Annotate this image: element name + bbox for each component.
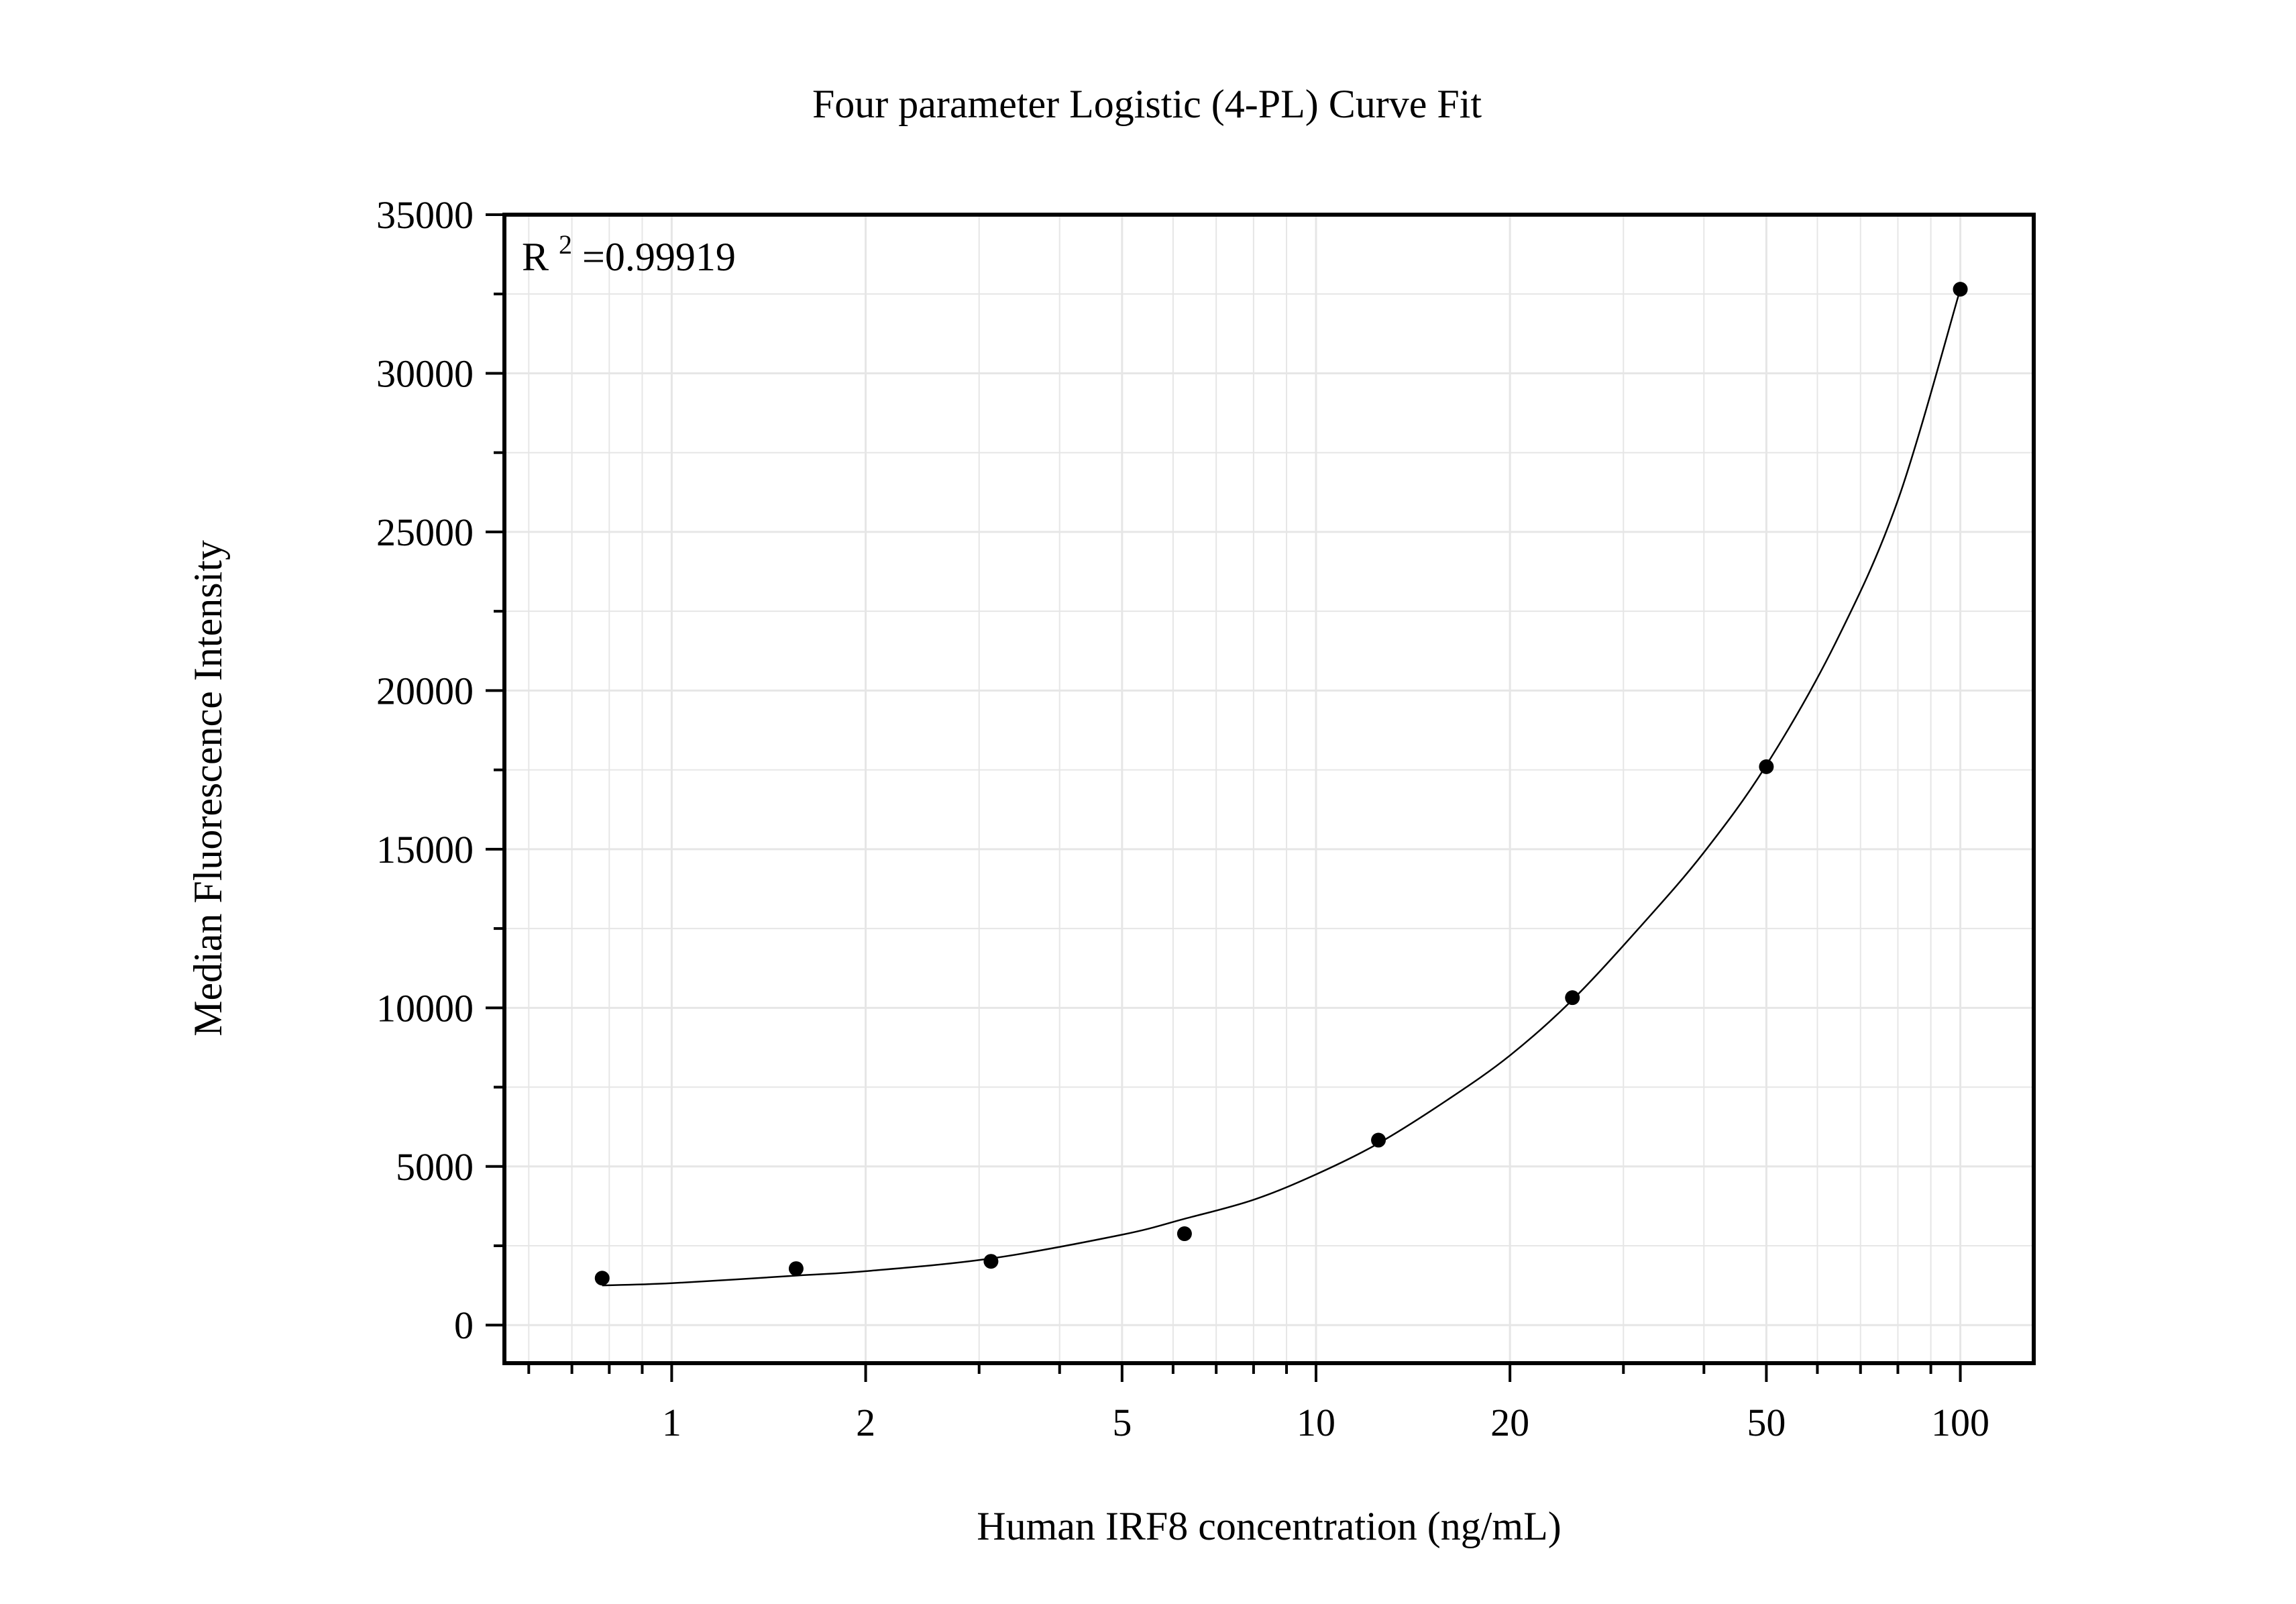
y-tick-label: 5000 [396, 1145, 474, 1189]
x-tick-label: 50 [1747, 1401, 1786, 1444]
data-point [788, 1261, 804, 1277]
data-points [594, 282, 1968, 1286]
r-squared-base: R [522, 235, 549, 279]
data-point [983, 1254, 999, 1269]
y-tick-label: 25000 [376, 511, 474, 554]
y-axis-label: Median Fluorescence Intensity [186, 540, 230, 1036]
y-tick-label: 15000 [376, 828, 474, 871]
r-squared-value: =0.99919 [582, 235, 736, 279]
y-tick-label: 35000 [376, 193, 474, 237]
x-tick-labels: 1 2 5 10 20 50 100 [662, 1401, 1989, 1444]
x-tick-label: 100 [1931, 1401, 1989, 1444]
grid [504, 213, 2034, 1363]
data-point [1177, 1226, 1192, 1242]
fit-curve [602, 288, 1961, 1287]
y-tick-label: 0 [454, 1303, 474, 1347]
x-tick-label: 2 [856, 1401, 875, 1444]
data-point [1953, 282, 1968, 297]
data-point [1565, 990, 1580, 1006]
chart-title: Four parameter Logistic (4-PL) Curve Fit [812, 82, 1482, 126]
x-tick-label: 20 [1490, 1401, 1529, 1444]
data-point [1759, 759, 1774, 774]
data-point [1371, 1132, 1386, 1148]
y-tick-label: 30000 [376, 352, 474, 395]
y-tick-labels: 0 5000 10000 15000 20000 25000 30000 35000 [376, 193, 474, 1347]
fit-curve-layer [602, 288, 1961, 1287]
x-axis-label: Human IRF8 concentration (ng/mL) [977, 1504, 1561, 1548]
r-squared-superscript: 2 [559, 229, 572, 260]
data-point [594, 1271, 610, 1286]
plot-frame [502, 213, 2036, 1365]
x-tick-label: 1 [662, 1401, 681, 1444]
x-tick-label: 10 [1297, 1401, 1335, 1444]
y-tick-label: 20000 [376, 669, 474, 712]
x-tick-label: 5 [1112, 1401, 1132, 1444]
y-tick-label: 10000 [376, 986, 474, 1030]
r-squared-annotation: R 2 =0.99919 [522, 218, 736, 279]
axis-ticks [486, 213, 1962, 1382]
